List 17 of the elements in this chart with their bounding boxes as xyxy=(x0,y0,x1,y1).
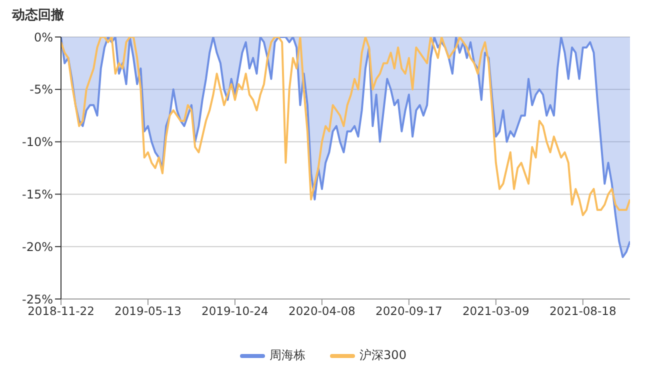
x-tick-label: 2021-03-09 xyxy=(462,304,530,318)
x-tick-label: 2019-05-13 xyxy=(114,304,182,318)
y-tick-label: -25% xyxy=(22,292,53,306)
x-tick-label: 2019-10-24 xyxy=(202,304,268,318)
legend-label: 周海栋 xyxy=(268,347,306,364)
y-tick-label: -20% xyxy=(22,240,53,254)
y-tick-label: 0% xyxy=(34,30,53,44)
y-tick-label: -15% xyxy=(22,187,53,202)
chart-title: 动态回撤 xyxy=(12,7,64,24)
legend-label: 沪深300 xyxy=(358,347,406,364)
y-tick-label: -5% xyxy=(30,82,53,97)
y-tick-label: -10% xyxy=(22,135,53,150)
x-tick-label: 2020-09-17 xyxy=(376,304,442,318)
x-tick-label: 2021-08-18 xyxy=(549,304,616,318)
x-tick-label: 2020-04-08 xyxy=(288,304,356,318)
x-tick-label: 2018-11-22 xyxy=(28,304,94,318)
line-series xyxy=(61,37,630,216)
